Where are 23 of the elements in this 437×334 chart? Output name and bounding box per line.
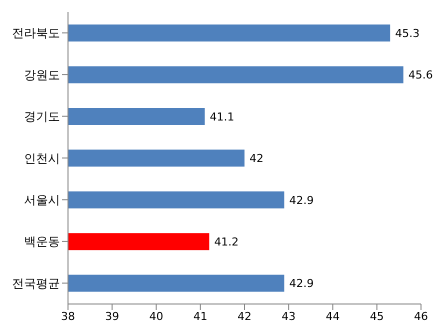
y-tick-label: 서울시 xyxy=(24,192,60,207)
data-label: 45.3 xyxy=(395,26,420,40)
x-tick-label: 39 xyxy=(105,310,120,323)
data-label: 42.9 xyxy=(289,194,314,207)
x-tick-label: 46 xyxy=(414,310,428,323)
x-tick-label: 38 xyxy=(61,310,75,323)
y-tick-label: 강원도 xyxy=(24,68,60,82)
x-tick-label: 45 xyxy=(370,310,384,323)
x-tick-label: 41 xyxy=(193,310,208,323)
data-label: 42 xyxy=(250,152,264,166)
y-tick-label: 인천시 xyxy=(24,151,60,166)
x-tick-label: 43 xyxy=(282,310,296,323)
data-label: 42.9 xyxy=(289,277,314,290)
data-label: 41.1 xyxy=(210,110,234,124)
x-tick-label: 40 xyxy=(149,310,164,323)
y-tick-label: 전라북도 xyxy=(12,26,60,40)
data-label: 45.6 xyxy=(408,68,433,82)
y-tick-label: 전국평균 xyxy=(12,276,60,290)
y-tick-label: 백운동 xyxy=(24,234,60,249)
x-tick-label: 42 xyxy=(238,310,252,323)
data-label: 41.2 xyxy=(214,235,239,248)
y-tick-label: 경기도 xyxy=(24,110,60,124)
x-tick-label: 44 xyxy=(326,310,340,323)
